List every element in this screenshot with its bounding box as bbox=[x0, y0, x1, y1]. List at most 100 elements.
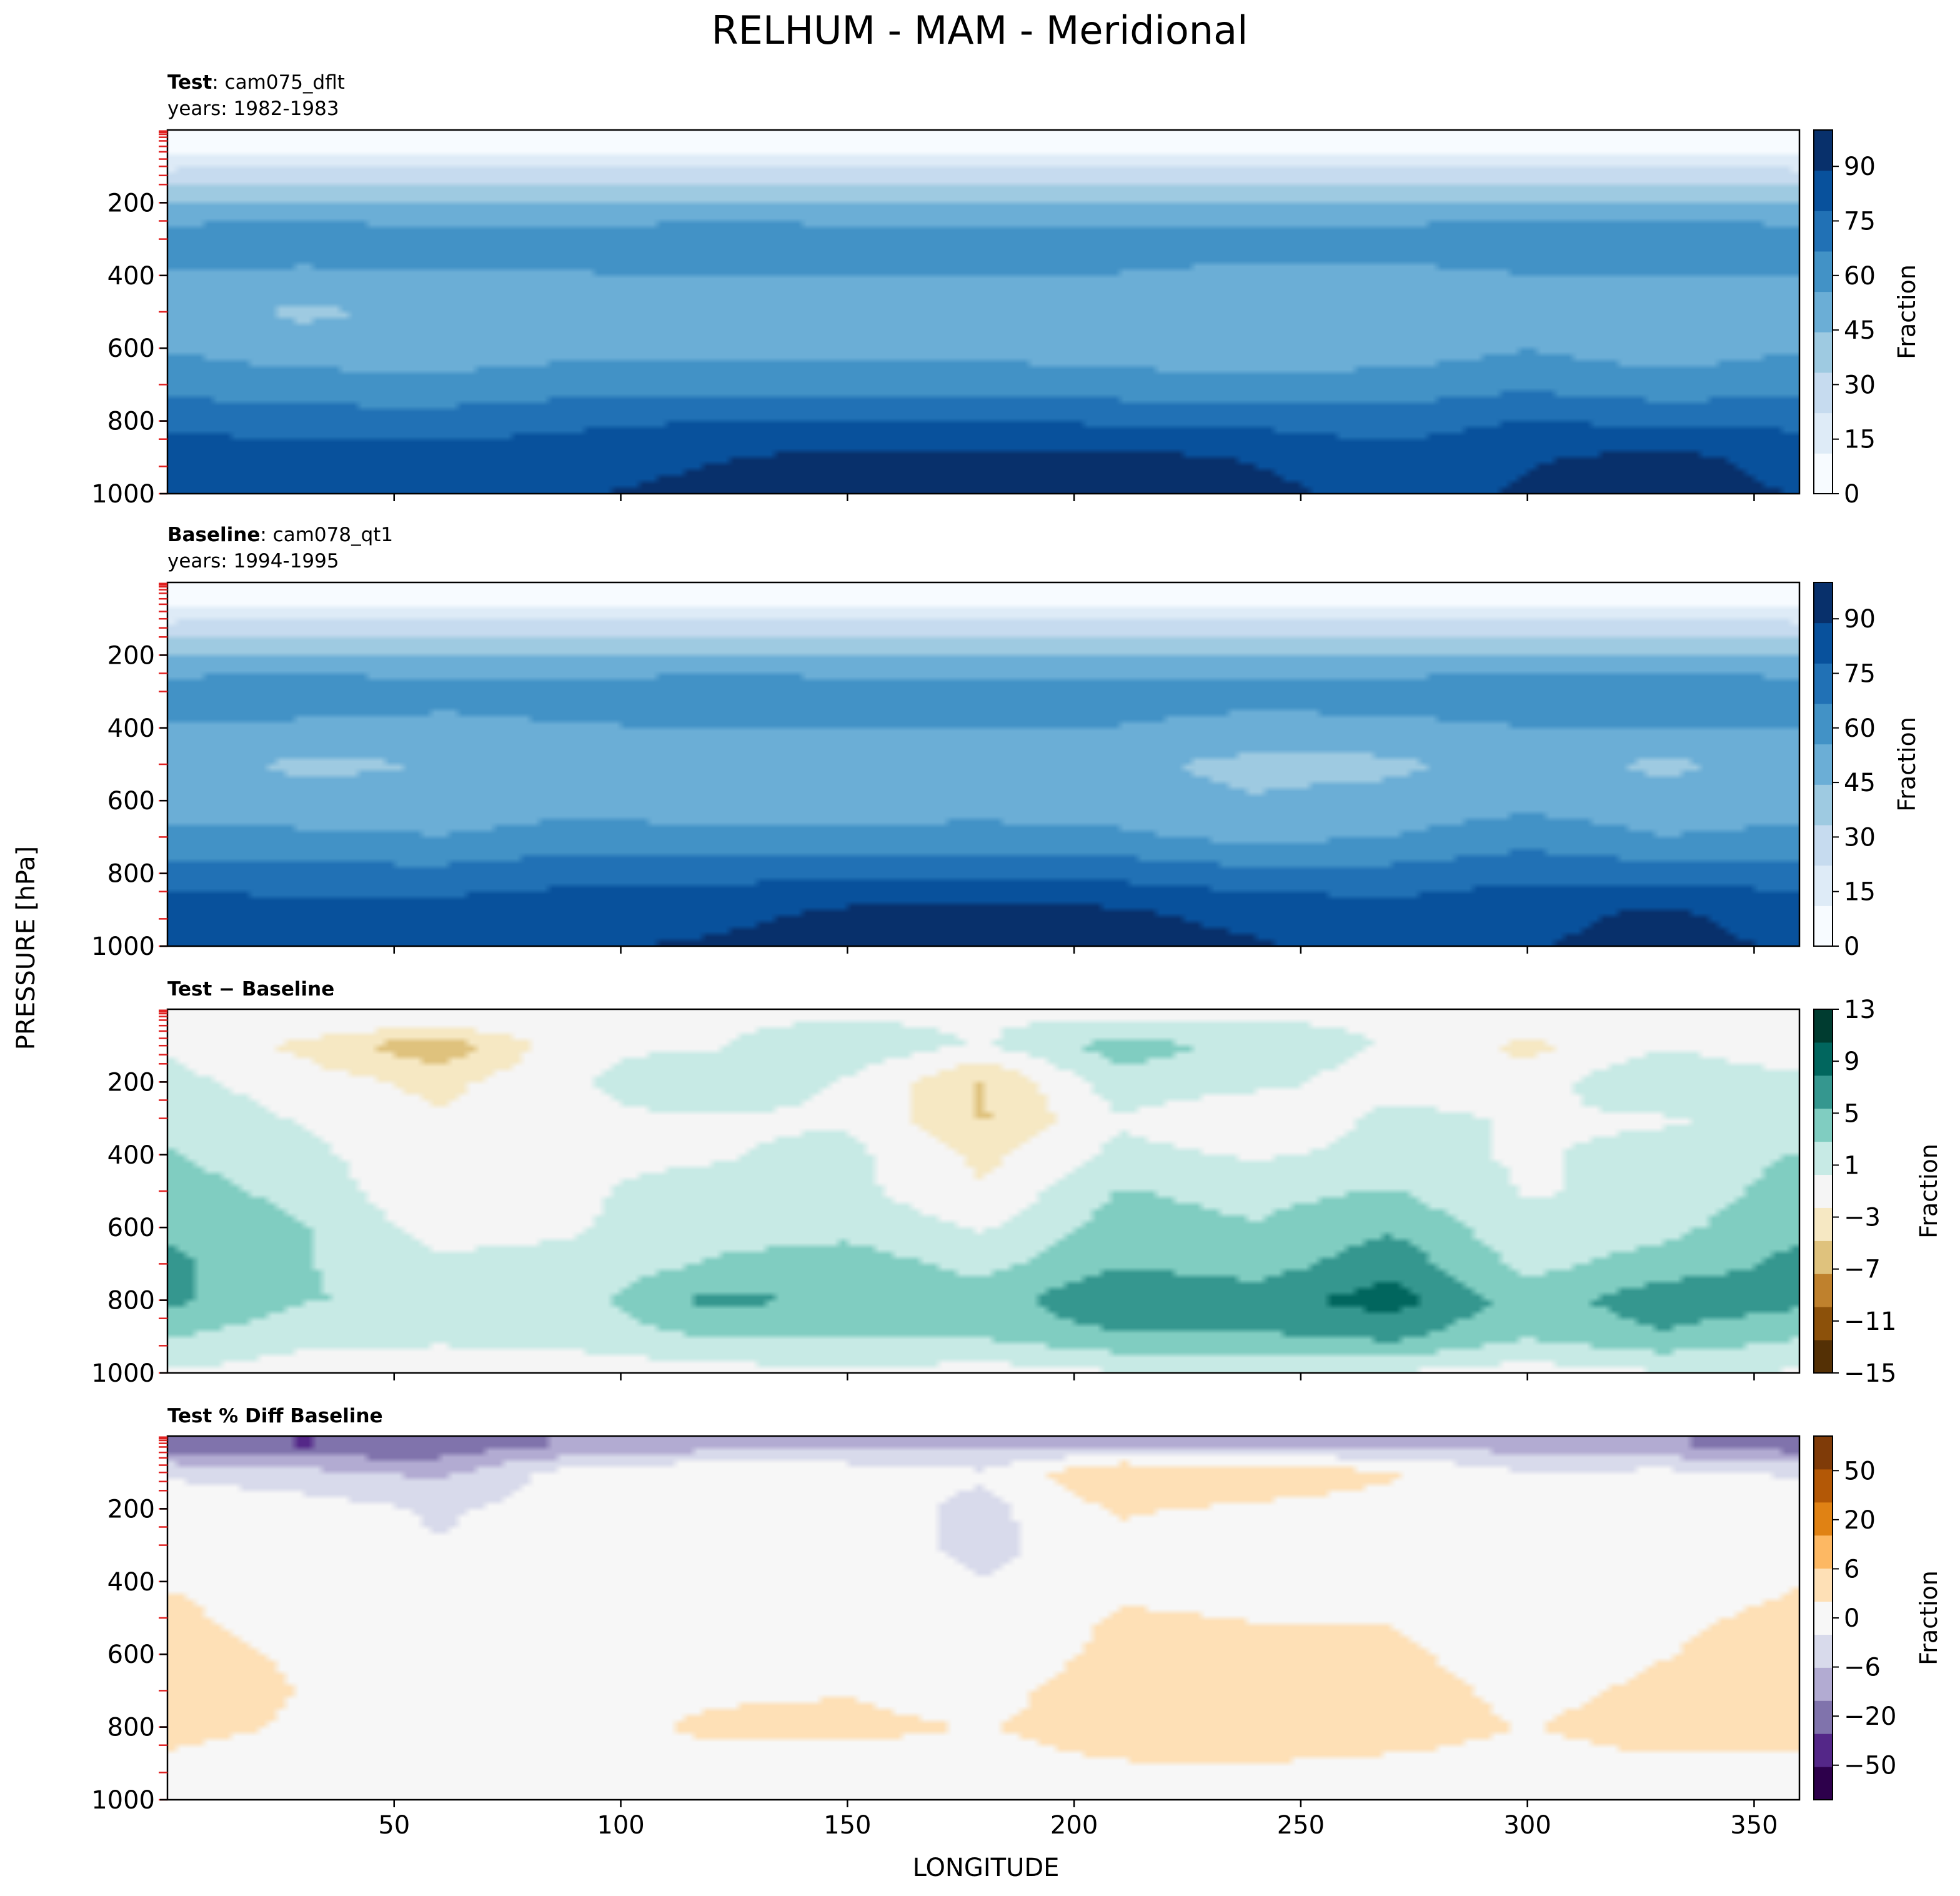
colorbar-tick-label: 5 bbox=[1844, 1099, 1859, 1128]
colorbar: −50 −20 −6 0 6 20 50 Fraction bbox=[1813, 1435, 1943, 1800]
colorbar-segment bbox=[1814, 1108, 1833, 1142]
x-axis-label: LONGITUDE bbox=[913, 1854, 1060, 1882]
y-tick-label: 200 bbox=[107, 189, 155, 217]
colorbar-segment bbox=[1814, 1009, 1833, 1043]
colorbar-segment bbox=[1814, 825, 1833, 866]
colorbar-segment bbox=[1814, 130, 1833, 171]
colorbar-segment bbox=[1814, 1535, 1833, 1569]
colorbar-segment bbox=[1814, 1307, 1833, 1340]
colorbar-label: Fraction bbox=[1893, 264, 1921, 359]
colorbar-segment bbox=[1814, 663, 1833, 704]
y-tick-label: 200 bbox=[107, 1495, 155, 1524]
colorbar-tick-label: −6 bbox=[1844, 1654, 1881, 1682]
x-tick-label: 350 bbox=[1730, 1811, 1778, 1840]
colorbar-tick-label: 90 bbox=[1844, 152, 1876, 181]
colorbar-tick-label: −3 bbox=[1844, 1204, 1881, 1232]
colorbar-tick-label: 0 bbox=[1844, 932, 1859, 961]
colorbar-segment bbox=[1814, 1274, 1833, 1307]
colorbar-segment bbox=[1814, 1075, 1833, 1109]
colorbar-segment bbox=[1814, 1141, 1833, 1175]
colorbar-segment bbox=[1814, 1240, 1833, 1274]
colorbar-segment bbox=[1814, 1767, 1833, 1800]
colorbar-tick-label: 75 bbox=[1844, 660, 1876, 689]
heatmap-field bbox=[167, 1009, 1799, 1373]
colorbar-tick-label: 1 bbox=[1844, 1151, 1859, 1180]
colorbar-segment bbox=[1814, 453, 1833, 494]
colorbar-label: Fraction bbox=[1915, 1570, 1943, 1665]
colorbar-tick-label: 75 bbox=[1844, 207, 1876, 236]
y-tick-label: 600 bbox=[107, 1640, 155, 1669]
panel-title-rest: : cam078_qt1 bbox=[260, 524, 393, 546]
x-tick-label: 200 bbox=[1050, 1811, 1098, 1840]
y-tick-label: 600 bbox=[107, 787, 155, 816]
colorbar-segment bbox=[1814, 704, 1833, 745]
colorbar-tick-label: 30 bbox=[1844, 371, 1876, 399]
panel-title: Test − Baseline bbox=[167, 978, 334, 1000]
colorbar: 0 15 30 45 60 75 90 Fraction bbox=[1813, 129, 1921, 509]
y-tick-label: 800 bbox=[107, 860, 155, 889]
colorbar-segment bbox=[1814, 1601, 1833, 1635]
colorbar-tick-label: 13 bbox=[1844, 995, 1876, 1024]
colorbar-segment bbox=[1814, 1042, 1833, 1076]
colorbar-frame bbox=[1813, 582, 1833, 947]
panel-years: years: 1994-1995 bbox=[167, 550, 339, 572]
colorbar-segment bbox=[1814, 622, 1833, 664]
heatmap-field bbox=[167, 130, 1799, 494]
colorbar-label: Fraction bbox=[1915, 1144, 1943, 1239]
panel-title-bold: Test % Diff Baseline bbox=[167, 1405, 383, 1427]
colorbar-segment bbox=[1814, 1340, 1833, 1374]
y-tick-label: 800 bbox=[107, 1714, 155, 1742]
colorbar-tick-label: 0 bbox=[1844, 480, 1859, 509]
colorbar-tick-label: 90 bbox=[1844, 605, 1876, 634]
y-tick-label: 600 bbox=[107, 334, 155, 363]
colorbar-tick-label: −7 bbox=[1844, 1255, 1881, 1284]
colorbar-tick-label: 50 bbox=[1844, 1457, 1876, 1485]
colorbar-tick-label: 15 bbox=[1844, 878, 1876, 907]
x-tick-label: 300 bbox=[1503, 1811, 1551, 1840]
colorbar-segment bbox=[1814, 211, 1833, 252]
colorbar-segment bbox=[1814, 582, 1833, 624]
colorbar-tick-label: 9 bbox=[1844, 1047, 1859, 1076]
heatmap-field bbox=[167, 1436, 1799, 1800]
colorbar-segment bbox=[1814, 1667, 1833, 1701]
colorbar-tick-label: 15 bbox=[1844, 426, 1876, 454]
colorbar-tick-label: −11 bbox=[1844, 1307, 1896, 1336]
panel-title: Baseline: cam078_qt1 bbox=[167, 524, 393, 546]
colorbar-segment bbox=[1814, 1174, 1833, 1208]
y-tick-label: 800 bbox=[107, 1287, 155, 1315]
colorbar-tick-label: 45 bbox=[1844, 316, 1876, 345]
y-tick-label: 200 bbox=[107, 641, 155, 670]
colorbar-tick-label: −15 bbox=[1844, 1359, 1896, 1388]
y-tick-label: 400 bbox=[107, 262, 155, 291]
colorbar-segment bbox=[1814, 372, 1833, 414]
y-tick-label: 400 bbox=[107, 1568, 155, 1597]
y-tick-label: 1000 bbox=[91, 1786, 155, 1815]
panel-title-rest: : cam075_dflt bbox=[212, 71, 345, 94]
colorbar-segment bbox=[1814, 1568, 1833, 1602]
x-tick-label: 250 bbox=[1277, 1811, 1325, 1840]
colorbar-tick-label: 60 bbox=[1844, 262, 1876, 291]
colorbar-segment bbox=[1814, 251, 1833, 292]
panel-years: years: 1982-1983 bbox=[167, 97, 339, 120]
colorbar-segment bbox=[1814, 1700, 1833, 1734]
colorbar-label: Fraction bbox=[1893, 717, 1921, 812]
colorbar-segment bbox=[1814, 291, 1833, 332]
colorbar-frame bbox=[1813, 129, 1833, 494]
y-tick-label: 200 bbox=[107, 1068, 155, 1097]
colorbar: 0 15 30 45 60 75 90 Fraction bbox=[1813, 582, 1921, 961]
colorbar-segment bbox=[1814, 1207, 1833, 1241]
colorbar-segment bbox=[1814, 784, 1833, 826]
colorbar-segment bbox=[1814, 332, 1833, 373]
figure-title: RELHUM - MAM - Meridional bbox=[712, 7, 1248, 53]
colorbar-tick-label: −20 bbox=[1844, 1702, 1896, 1731]
colorbar-frame bbox=[1813, 1009, 1833, 1374]
colorbar-tick-label: 6 bbox=[1844, 1555, 1859, 1584]
colorbar-tick-label: 0 bbox=[1844, 1604, 1859, 1633]
colorbar-segment bbox=[1814, 865, 1833, 906]
colorbar-tick-label: 20 bbox=[1844, 1506, 1876, 1535]
y-tick-label: 400 bbox=[107, 1141, 155, 1170]
